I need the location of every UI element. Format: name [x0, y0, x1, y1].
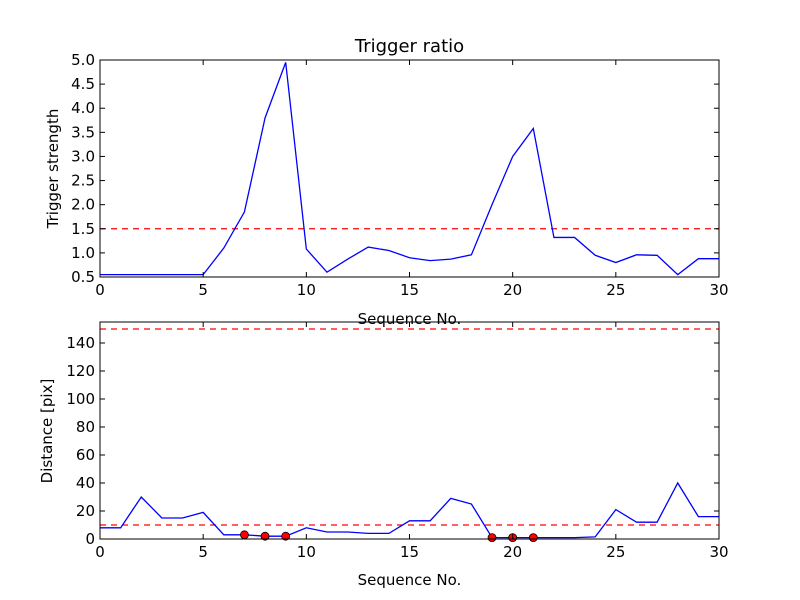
data-point-marker [487, 533, 497, 542]
x-tick-label: 10 [297, 543, 316, 561]
y-tick-label: 0.5 [71, 268, 95, 286]
y-axis-label: Trigger strength [44, 109, 62, 230]
x-tick-label: 25 [606, 543, 625, 561]
y-tick-label: 140 [66, 334, 95, 352]
series-line [100, 62, 719, 276]
x-tick-label: 30 [709, 281, 728, 299]
y-tick-label: 40 [76, 474, 95, 492]
y-axis-label: Distance [pix] [38, 379, 56, 484]
x-tick-label: 15 [400, 543, 419, 561]
x-tick-label: 5 [198, 543, 208, 561]
y-tick-label: 100 [66, 390, 95, 408]
data-point-marker [281, 531, 291, 541]
data-point-marker [260, 531, 270, 541]
x-axis-label: Sequence No. [358, 310, 462, 328]
distance-panel: Distance [pix] Sequence No. 0 5 10 15 20 25 30… [38, 321, 729, 589]
x-tick-label: 10 [297, 281, 316, 299]
x-tick-label: 0 [95, 543, 105, 561]
x-tick-label: 30 [709, 543, 728, 561]
y-tick-label: 1.0 [71, 244, 95, 262]
y-tick-label: 120 [66, 362, 95, 380]
x-tick-label: 20 [503, 281, 522, 299]
plot-frame [99, 59, 720, 278]
data-point-marker [240, 530, 249, 540]
y-tick-label: 2.0 [71, 196, 95, 214]
plot-frame [99, 321, 720, 540]
x-tick-label: 25 [606, 281, 625, 299]
x-tick-label: 20 [503, 543, 522, 561]
y-tick-label: 2.5 [71, 172, 95, 190]
y-tick-label: 80 [76, 418, 95, 436]
y-tick-label: 3.0 [71, 147, 95, 165]
y-tick-label: 4.0 [71, 99, 95, 117]
y-tick-label: 0 [85, 530, 95, 548]
y-tick-label: 4.5 [71, 75, 95, 93]
y-tick-label: 20 [76, 502, 95, 520]
data-point-marker [528, 533, 538, 542]
x-axis-label: Sequence No. [358, 571, 462, 589]
chart-title: Trigger ratio [354, 36, 464, 57]
y-tick-label: 3.5 [71, 123, 95, 141]
trigger-ratio-panel: Trigger ratio Trigger strength Sequence … [44, 36, 729, 328]
series-line [100, 481, 719, 539]
x-tick-label: 5 [198, 281, 208, 299]
y-tick-label: 60 [76, 446, 95, 464]
y-tick-label: 1.5 [71, 220, 95, 238]
x-tick-label: 15 [400, 281, 419, 299]
x-tick-label: 0 [95, 281, 105, 299]
y-tick-label: 5.0 [71, 51, 95, 69]
